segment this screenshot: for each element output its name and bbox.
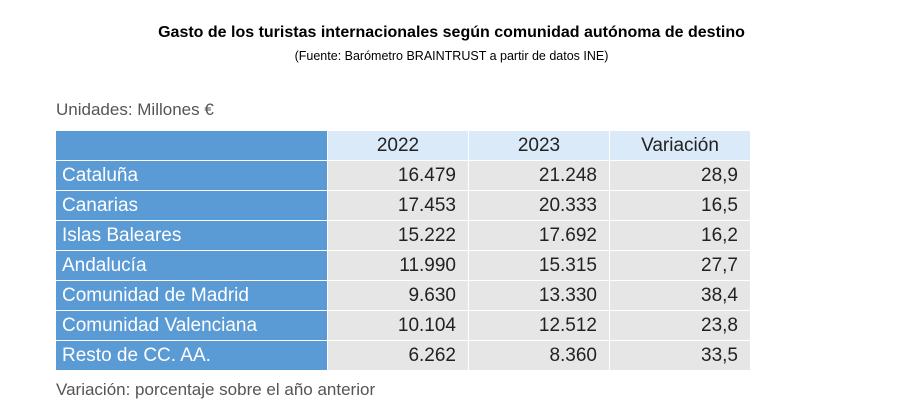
variation-cell: 23,8 <box>609 310 751 341</box>
value-2022-cell: 15.222 <box>327 220 469 251</box>
data-table: 2022 2023 Variación Cataluña 16.479 21.2… <box>55 130 751 371</box>
table-source: (Fuente: Barómetro BRAINTRUST a partir d… <box>294 49 609 63</box>
region-cell: Comunidad de Madrid <box>55 280 328 311</box>
value-2023-cell: 15.315 <box>468 250 610 281</box>
column-header-2022: 2022 <box>327 130 469 161</box>
units-note: Unidades: Millones € <box>56 100 214 119</box>
table-row: Cataluña 16.479 21.248 28,9 <box>55 160 751 191</box>
region-cell: Comunidad Valenciana <box>55 310 328 341</box>
header-row: 2022 2023 Variación <box>55 130 751 161</box>
variation-cell: 33,5 <box>609 340 751 371</box>
region-cell: Canarias <box>55 190 328 221</box>
value-2023-cell: 21.248 <box>468 160 610 191</box>
table-row: Comunidad Valenciana 10.104 12.512 23,8 <box>55 310 751 341</box>
column-header-2023: 2023 <box>468 130 610 161</box>
region-cell: Islas Baleares <box>55 220 328 251</box>
table-title: Gasto de los turistas internacionales se… <box>158 24 745 41</box>
value-2022-cell: 10.104 <box>327 310 469 341</box>
value-2022-cell: 11.990 <box>327 250 469 281</box>
value-2023-cell: 12.512 <box>468 310 610 341</box>
column-header-variacion: Variación <box>609 130 751 161</box>
region-cell: Cataluña <box>55 160 328 191</box>
table-row: Comunidad de Madrid 9.630 13.330 38,4 <box>55 280 751 311</box>
value-2022-cell: 9.630 <box>327 280 469 311</box>
table-row: Andalucía 11.990 15.315 27,7 <box>55 250 751 281</box>
region-cell: Andalucía <box>55 250 328 281</box>
table-row: Resto de CC. AA. 6.262 8.360 33,5 <box>55 340 751 371</box>
value-2022-cell: 6.262 <box>327 340 469 371</box>
table-row: Islas Baleares 15.222 17.692 16,2 <box>55 220 751 251</box>
variation-cell: 16,2 <box>609 220 751 251</box>
variation-cell: 16,5 <box>609 190 751 221</box>
footnote: Variación: porcentaje sobre el año anter… <box>56 380 376 399</box>
variation-cell: 27,7 <box>609 250 751 281</box>
value-2022-cell: 17.453 <box>327 190 469 221</box>
header-corner-cell <box>55 130 328 161</box>
value-2023-cell: 13.330 <box>468 280 610 311</box>
table-row: Canarias 17.453 20.333 16,5 <box>55 190 751 221</box>
region-cell: Resto de CC. AA. <box>55 340 328 371</box>
value-2022-cell: 16.479 <box>327 160 469 191</box>
value-2023-cell: 20.333 <box>468 190 610 221</box>
value-2023-cell: 8.360 <box>468 340 610 371</box>
value-2023-cell: 17.692 <box>468 220 610 251</box>
variation-cell: 38,4 <box>609 280 751 311</box>
variation-cell: 28,9 <box>609 160 751 191</box>
